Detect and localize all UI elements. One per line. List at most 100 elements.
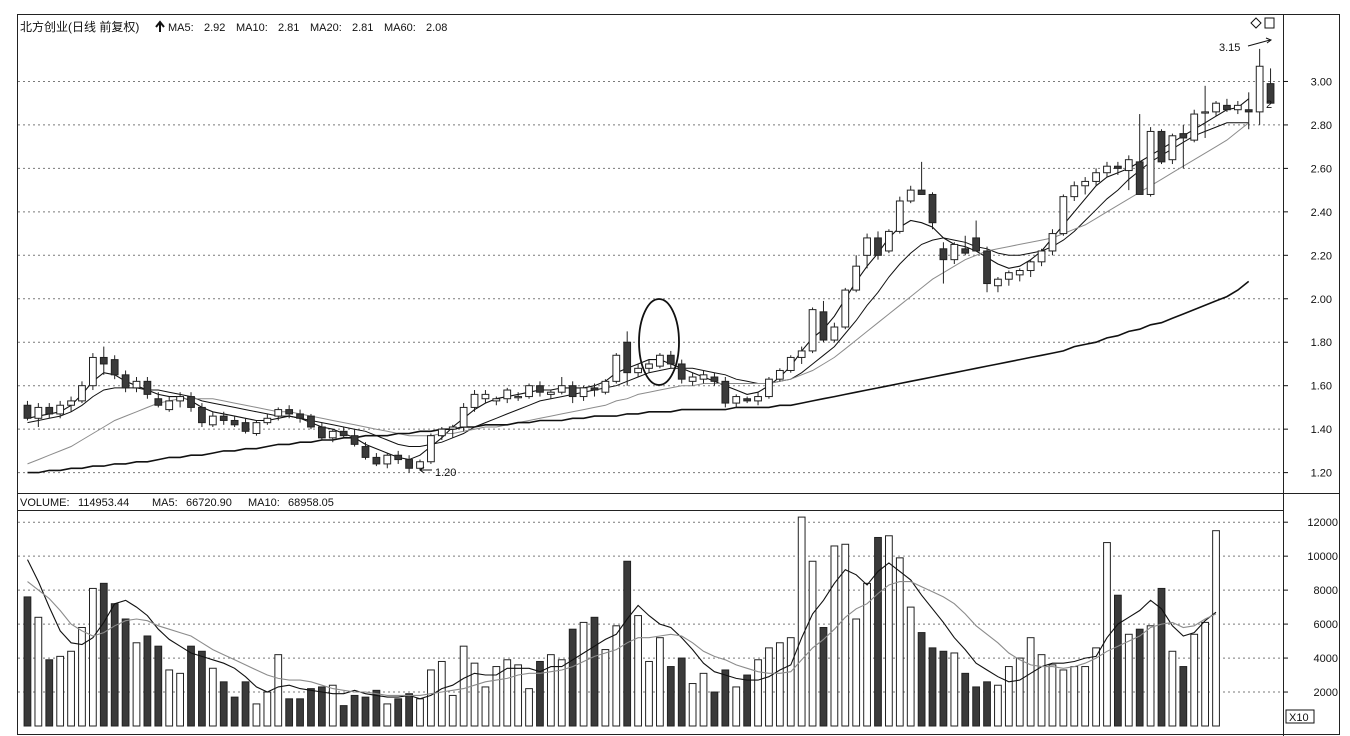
candle-body: [1103, 165, 1111, 174]
chart-frame: [17, 14, 1340, 736]
volume-bar: [568, 628, 577, 727]
volume-bar: [230, 696, 239, 727]
candle-body: [1081, 180, 1090, 187]
volume-bar: [470, 662, 479, 727]
volume-bar: [1190, 633, 1199, 727]
volume-tick-label: 2000: [1314, 687, 1338, 699]
candle-body: [230, 419, 239, 426]
candlestick: [503, 387, 512, 404]
candle-body: [45, 406, 54, 415]
candle-body: [568, 385, 577, 398]
candle-body: [1146, 130, 1155, 195]
candle-body: [176, 396, 184, 402]
diamond-icon: [1250, 17, 1262, 29]
ma60-value: 2.08: [426, 22, 447, 34]
volume-bar: [961, 672, 970, 727]
volume-bar: [754, 659, 762, 727]
volume-bar: [88, 587, 97, 727]
candle-body: [765, 378, 773, 398]
candlestick: [1004, 270, 1013, 286]
candle-body: [252, 422, 261, 434]
candle-body: [285, 409, 294, 415]
highlight-circle: [638, 298, 680, 386]
candle-body: [983, 250, 991, 285]
volume-bar: [110, 603, 119, 727]
candle-body: [110, 359, 119, 376]
candle-body: [634, 367, 642, 374]
candle-body: [830, 326, 839, 341]
candlestick: [154, 392, 163, 408]
candlestick: [536, 381, 544, 397]
ma20-label: MA20:: [310, 22, 342, 34]
volume-bar: [56, 655, 65, 727]
candlestick: [699, 370, 708, 384]
candle-body: [56, 404, 65, 415]
candlestick: [1255, 48, 1264, 125]
candlestick: [1070, 181, 1079, 201]
candle-body: [78, 385, 86, 402]
candle-body: [350, 435, 359, 445]
volume-bar: [765, 647, 773, 727]
candle-body: [1037, 250, 1046, 263]
candlestick: [394, 450, 403, 464]
candlestick: [950, 242, 959, 264]
candle-body: [219, 415, 228, 421]
candlestick: [797, 346, 806, 364]
candle-body: [1124, 159, 1133, 172]
candlestick: [230, 416, 239, 427]
candle-body: [819, 311, 828, 341]
candlestick: [285, 405, 294, 419]
candle-body: [1026, 261, 1035, 272]
candle-body: [307, 415, 315, 428]
volume-bar: [405, 693, 413, 727]
candle-body: [808, 309, 817, 352]
candlestick: [470, 390, 479, 412]
high-value: 3.15: [1219, 42, 1240, 54]
ma10-value: 2.81: [278, 22, 299, 34]
price-tick-label: 2.40: [1311, 207, 1332, 219]
candle-body: [601, 380, 610, 393]
volume-tick-label: 8000: [1314, 585, 1338, 597]
candlestick: [557, 377, 566, 395]
candlestick: [1146, 127, 1155, 197]
price-tick-label: 2.20: [1311, 250, 1332, 262]
candle-body: [1168, 135, 1177, 161]
candle-body: [525, 385, 533, 398]
price-tick-label: 1.60: [1311, 381, 1332, 393]
candlestick: [775, 368, 784, 382]
volume-tick-label: 6000: [1314, 619, 1338, 631]
volume-bar: [863, 582, 871, 727]
volume-bars: [23, 516, 1220, 727]
candlestick: [590, 383, 599, 397]
volume-bar: [634, 615, 642, 727]
candlestick: [514, 392, 523, 401]
candlestick: [1233, 101, 1242, 115]
candle-body: [437, 428, 446, 437]
candlesticks: [23, 48, 1275, 473]
candle-body: [405, 459, 413, 469]
ma5-value: 2.92: [204, 22, 225, 34]
candle-body: [1157, 130, 1166, 163]
volume-bar: [99, 582, 108, 727]
chart-title: 北方创业(日线 前复权): [20, 19, 139, 34]
volume-bar: [1146, 625, 1155, 727]
candlestick: [765, 377, 773, 399]
candlestick: [656, 353, 664, 369]
candle-body: [394, 454, 403, 461]
volume-bar: [1015, 657, 1024, 727]
volume-bar: [1026, 637, 1035, 727]
candlestick: [1059, 194, 1068, 236]
candle-body: [950, 243, 959, 261]
candle-body: [23, 404, 32, 419]
candle-body: [34, 406, 43, 419]
volume-bar: [514, 664, 523, 727]
candle-body: [67, 400, 75, 406]
candlestick: [786, 355, 795, 373]
candlestick: [568, 381, 577, 404]
candle-body: [448, 426, 457, 430]
volume-bar: [317, 686, 326, 727]
candlestick: [1179, 124, 1188, 169]
volume-bar: [1059, 669, 1068, 727]
candle-body: [1070, 185, 1079, 198]
volume-bar: [296, 698, 304, 727]
